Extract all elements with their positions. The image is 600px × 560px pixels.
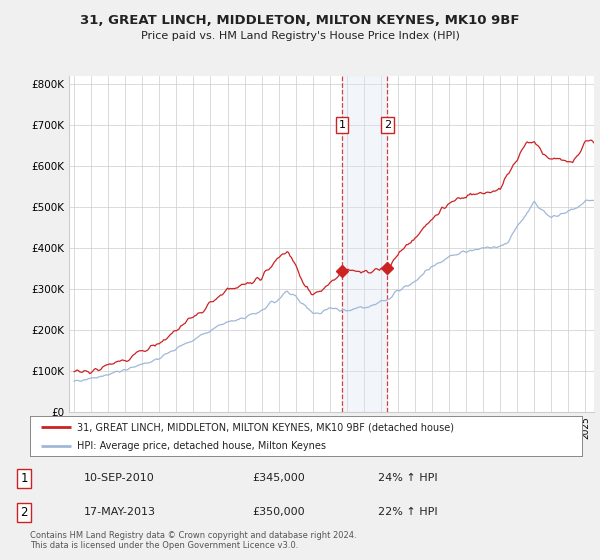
Text: 1: 1 xyxy=(338,120,346,130)
Text: 1: 1 xyxy=(20,472,28,484)
Text: 24% ↑ HPI: 24% ↑ HPI xyxy=(378,473,437,483)
Text: 2: 2 xyxy=(384,120,391,130)
Text: £345,000: £345,000 xyxy=(252,473,305,483)
Text: £350,000: £350,000 xyxy=(252,507,305,517)
Text: Price paid vs. HM Land Registry's House Price Index (HPI): Price paid vs. HM Land Registry's House … xyxy=(140,31,460,41)
Bar xyxy=(342,76,388,412)
Text: 2: 2 xyxy=(20,506,28,519)
Text: Contains HM Land Registry data © Crown copyright and database right 2024.
This d: Contains HM Land Registry data © Crown c… xyxy=(30,531,356,550)
Text: 22% ↑ HPI: 22% ↑ HPI xyxy=(378,507,437,517)
Text: 10-SEP-2010: 10-SEP-2010 xyxy=(84,473,155,483)
Text: HPI: Average price, detached house, Milton Keynes: HPI: Average price, detached house, Milt… xyxy=(77,441,326,451)
Text: 17-MAY-2013: 17-MAY-2013 xyxy=(84,507,156,517)
Text: 31, GREAT LINCH, MIDDLETON, MILTON KEYNES, MK10 9BF: 31, GREAT LINCH, MIDDLETON, MILTON KEYNE… xyxy=(80,14,520,27)
Text: 31, GREAT LINCH, MIDDLETON, MILTON KEYNES, MK10 9BF (detached house): 31, GREAT LINCH, MIDDLETON, MILTON KEYNE… xyxy=(77,422,454,432)
